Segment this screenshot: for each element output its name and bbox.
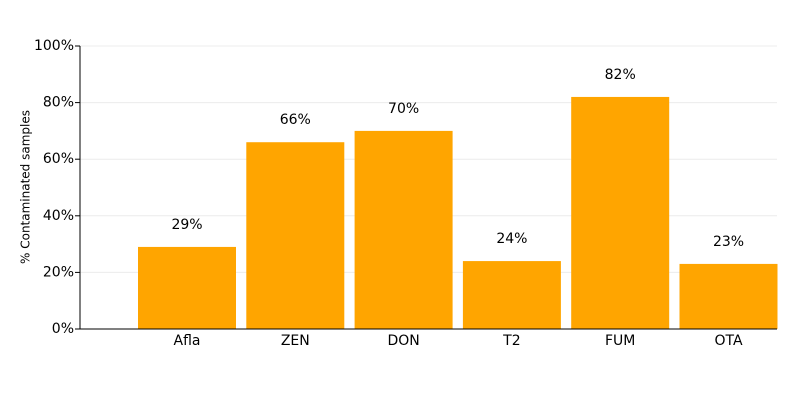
x-tick-label: FUM: [605, 333, 635, 349]
value-label: 66%: [280, 112, 311, 128]
x-tick-label: ZEN: [281, 333, 310, 349]
x-tick-label: Afla: [174, 333, 201, 349]
x-tick-label: DON: [387, 333, 419, 349]
bar: [462, 261, 561, 329]
value-label: 23%: [713, 234, 744, 250]
value-label: 29%: [171, 217, 202, 233]
y-tick-label: 40%: [43, 208, 74, 224]
value-label: 24%: [496, 231, 527, 247]
value-label: 82%: [605, 67, 636, 83]
value-label: 70%: [388, 101, 419, 117]
x-tick-label: T2: [502, 333, 520, 349]
y-tick-label: 0%: [52, 321, 74, 337]
bar: [354, 130, 453, 329]
bar: [138, 246, 236, 329]
bar: [679, 263, 778, 329]
y-tick-label: 20%: [43, 264, 74, 280]
y-axis-label: % Contaminated samples: [19, 110, 33, 264]
y-tick-label: 60%: [43, 151, 74, 167]
y-tick-label: 80%: [43, 95, 74, 111]
y-tick-label: 100%: [34, 38, 74, 54]
x-tick-label: OTA: [714, 333, 742, 349]
bar: [571, 96, 670, 329]
bar: [246, 142, 345, 329]
